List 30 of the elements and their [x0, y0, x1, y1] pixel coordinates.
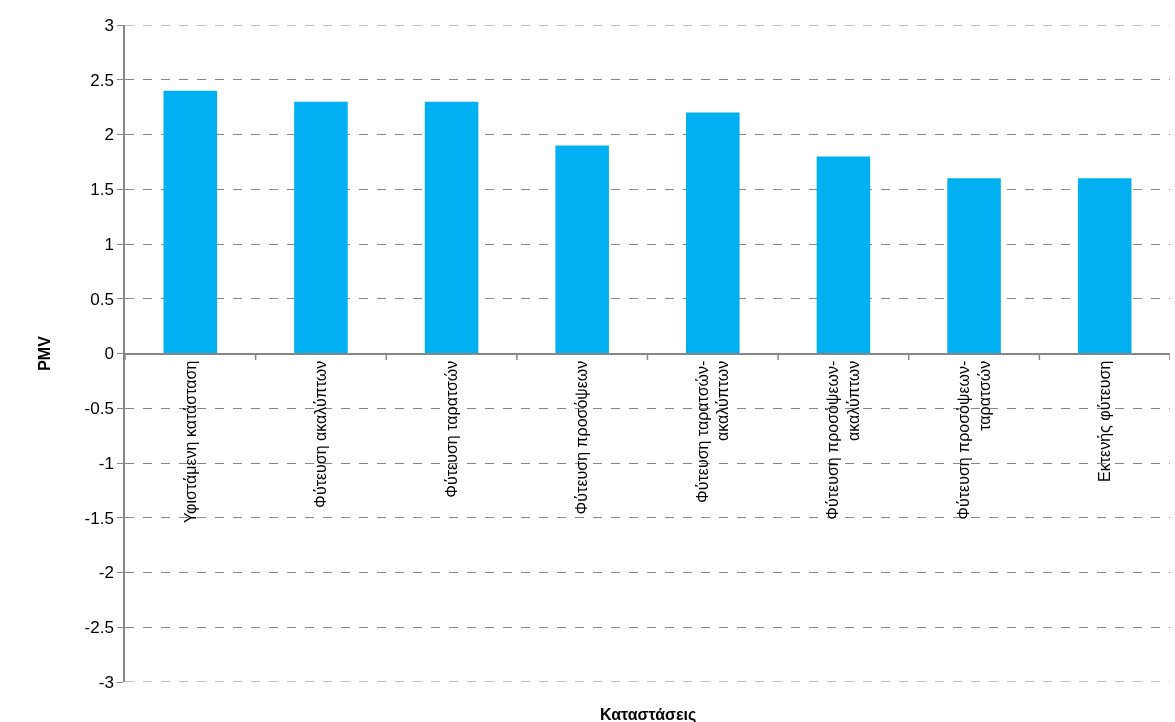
y-tick-label: -0.5 — [84, 399, 114, 419]
y-tick-label: 0.5 — [90, 289, 114, 309]
y-tick-label: -2 — [98, 563, 114, 583]
bar — [424, 101, 479, 354]
bar — [1077, 178, 1132, 354]
bar — [947, 178, 1001, 354]
bar — [294, 101, 348, 354]
x-tick-label: Φύτευση ακαλύπτων — [312, 360, 330, 508]
y-tick-label: 0 — [104, 344, 114, 364]
bar — [163, 90, 218, 354]
x-tick-label: Υφιστάμενη κατάσταση — [181, 360, 199, 524]
y-tick-label: 1.5 — [90, 180, 114, 200]
y-tick-label: -1 — [98, 453, 114, 473]
y-tick-label: -2.5 — [84, 618, 114, 638]
x-tick-label: Φύτευση προσόψεων — [573, 360, 591, 515]
bar — [686, 112, 740, 354]
x-tick-label: Φύτευση ταρατσών-ακαλύπτων — [693, 360, 732, 504]
y-axis-title: PMV — [35, 335, 53, 371]
x-tick-label: Φύτευση ταρατσών — [442, 360, 460, 498]
y-tick-label: 1 — [104, 234, 114, 254]
y-tick-label: -1.5 — [84, 508, 114, 528]
x-tick-label: Φύτευση προσόψεων-ταρατσών — [954, 360, 993, 520]
y-tick-label: 2 — [104, 125, 114, 145]
bar — [816, 156, 871, 354]
x-tick-label: Φύτευση προσόψεων-ακαλύπτων — [824, 360, 863, 520]
bar — [555, 145, 609, 354]
y-tick-label: 2.5 — [90, 70, 114, 90]
y-tick-label: 3 — [104, 15, 114, 35]
y-tick-label: -3 — [98, 672, 114, 692]
x-tick-label: Εκτενής φύτευση — [1095, 360, 1113, 482]
